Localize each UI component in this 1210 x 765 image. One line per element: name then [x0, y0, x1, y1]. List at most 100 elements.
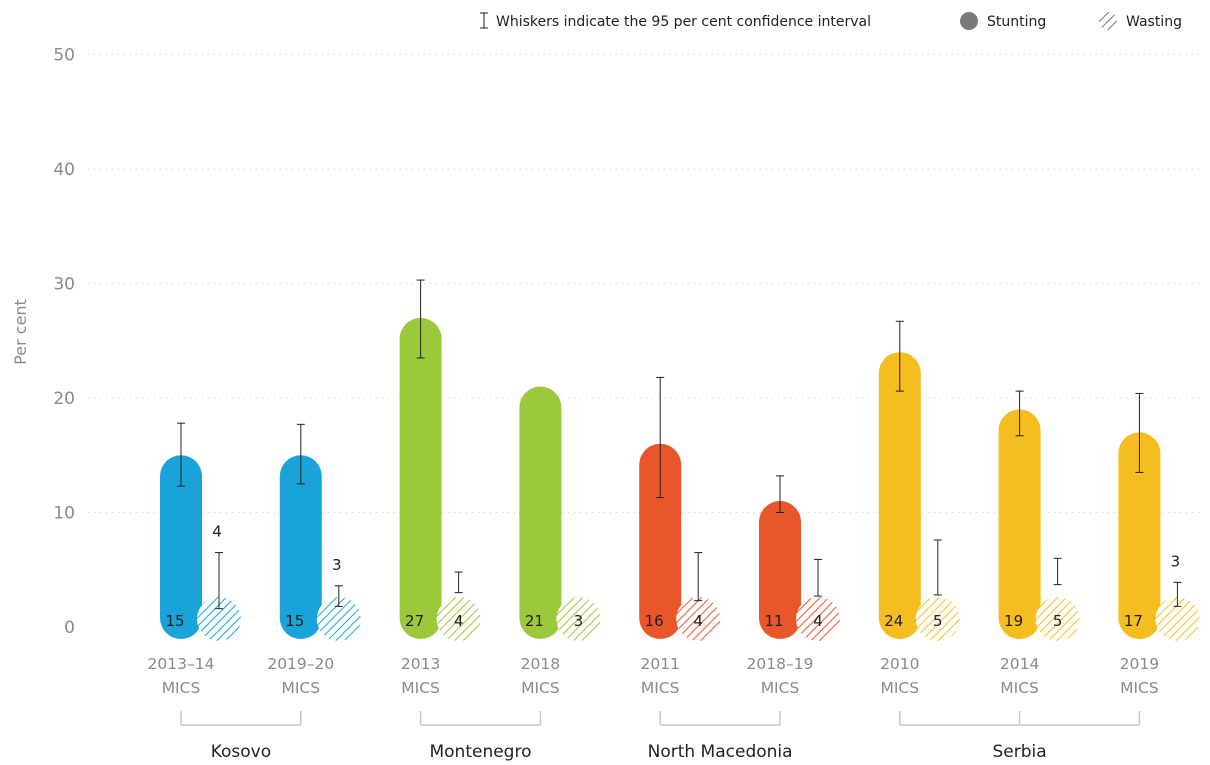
legend-stunting: Stunting	[987, 14, 1046, 30]
y-tick-label: 50	[53, 46, 75, 66]
stunting-bar	[1118, 432, 1161, 639]
wasting-mark	[676, 597, 721, 641]
wasting-value-label: 4	[813, 612, 823, 630]
x-tick-label-survey: MICS	[281, 679, 320, 697]
stunting-bar	[279, 455, 322, 639]
group-bracket	[659, 711, 781, 726]
wasting-mark	[1035, 597, 1080, 641]
category-5: 11 4	[759, 475, 840, 641]
wasting-whisker	[1053, 557, 1062, 586]
x-tick-label-survey: MICS	[761, 679, 800, 697]
stunting-value-label: 21	[525, 612, 544, 630]
stunting-whisker	[1135, 392, 1144, 473]
x-tick-label-survey: MICS	[1000, 679, 1039, 697]
x-tick-label-survey: MICS	[162, 679, 201, 697]
wasting-whisker	[1173, 581, 1182, 607]
category-8: 17 3	[1118, 392, 1200, 641]
y-tick-label: 40	[53, 160, 75, 180]
wasting-value-label: 3	[332, 556, 342, 574]
stunting-value-label: 24	[884, 612, 903, 630]
category-7: 19 5	[998, 390, 1080, 641]
wasting-whisker	[814, 558, 822, 597]
x-axis: 2013–14 MICS 2019–20 MICS 2013 MICS 2018 MICS 20…	[148, 655, 1160, 697]
wasting-mark	[556, 597, 601, 641]
wasting-value-label: 5	[1053, 612, 1063, 630]
wasting-legend-icon	[1099, 12, 1117, 30]
wasting-value-label: 3	[1171, 552, 1181, 570]
y-axis: Per cent 0 10 20 30 40 50	[11, 46, 75, 639]
stunting-whisker	[177, 422, 185, 487]
x-tick-label-survey: MICS	[641, 679, 680, 697]
wasting-value-label: 3	[574, 612, 584, 630]
stunting-bar	[519, 386, 562, 639]
x-tick-label-survey: MICS	[880, 679, 919, 697]
stunting-bar	[998, 409, 1041, 639]
country-groups: Kosovo Montenegro North Macedonia Serbia	[180, 711, 1141, 762]
wasting-value-label: 5	[933, 612, 943, 630]
category-6: 24 5	[878, 320, 960, 641]
stunting-bar	[759, 501, 801, 639]
y-tick-label: 0	[64, 618, 75, 638]
x-tick-label-year: 2014	[1000, 655, 1039, 673]
stunting-bar	[160, 455, 202, 639]
x-tick-label-year: 2018	[521, 655, 560, 673]
wasting-value-label: 4	[212, 523, 222, 541]
category-1: 15 3	[279, 423, 361, 641]
group-label: Serbia	[993, 742, 1047, 762]
wasting-whisker	[933, 539, 942, 596]
wasting-whisker	[454, 571, 463, 594]
wasting-mark	[915, 597, 960, 641]
stunting-value-label: 15	[285, 612, 304, 630]
stunting-value-label: 16	[645, 612, 664, 630]
stunting-value-label: 11	[764, 612, 783, 630]
bars: 15 4 15 3 27 4 21 3 16 4 11 4 24 5 19 5 17 3	[160, 279, 1200, 641]
stunting-whisker	[296, 423, 305, 485]
y-tick-label: 30	[53, 275, 75, 295]
group-bracket	[899, 711, 1141, 726]
x-tick-label-year: 2018–19	[747, 655, 814, 673]
stunting-value-label: 17	[1124, 612, 1143, 630]
category-4: 16 4	[639, 376, 721, 641]
x-tick-label-survey: MICS	[401, 679, 440, 697]
category-2: 27 4	[399, 279, 481, 641]
whisker-note: Whiskers indicate the 95 per cent confid…	[496, 14, 871, 30]
y-axis-title: Per cent	[11, 299, 30, 365]
stunting-value-label: 27	[405, 612, 424, 630]
stunting-whisker	[656, 376, 665, 499]
wasting-mark	[436, 597, 481, 641]
stunting-whisker	[416, 279, 425, 359]
stunting-value-label: 15	[165, 612, 184, 630]
legend: Whiskers indicate the 95 per cent confid…	[480, 12, 1182, 30]
wasting-mark	[1155, 597, 1200, 641]
stunting-whisker	[895, 320, 904, 392]
group-label: Kosovo	[211, 742, 271, 762]
legend-wasting: Wasting	[1126, 14, 1182, 30]
group-bracket	[180, 711, 302, 726]
group-label: North Macedonia	[648, 742, 793, 762]
stunting-bar	[639, 443, 682, 639]
stunting-whisker	[1015, 390, 1024, 437]
whisker-legend-icon	[480, 12, 488, 29]
stunting-legend-icon	[960, 12, 978, 30]
wasting-whisker	[334, 585, 343, 607]
category-0: 15 4	[160, 422, 241, 641]
x-tick-label-year: 2019	[1120, 655, 1159, 673]
x-tick-label-year: 2013–14	[148, 655, 215, 673]
group-label: Montenegro	[429, 742, 531, 762]
wasting-whisker	[215, 552, 223, 610]
x-tick-label-year: 2019–20	[267, 655, 334, 673]
x-tick-label-survey: MICS	[1120, 679, 1159, 697]
wasting-mark	[197, 597, 241, 641]
wasting-value-label: 4	[454, 612, 464, 630]
stunting-value-label: 19	[1004, 612, 1023, 630]
wasting-mark	[316, 597, 361, 641]
x-tick-label-survey: MICS	[521, 679, 560, 697]
x-tick-label-year: 2010	[880, 655, 919, 673]
category-3: 21 3	[519, 386, 601, 641]
y-tick-label: 10	[53, 504, 75, 524]
wasting-value-label: 4	[693, 612, 703, 630]
stunting-whisker	[776, 475, 784, 513]
x-tick-label-year: 2011	[640, 655, 679, 673]
x-tick-label-year: 2013	[401, 655, 440, 673]
